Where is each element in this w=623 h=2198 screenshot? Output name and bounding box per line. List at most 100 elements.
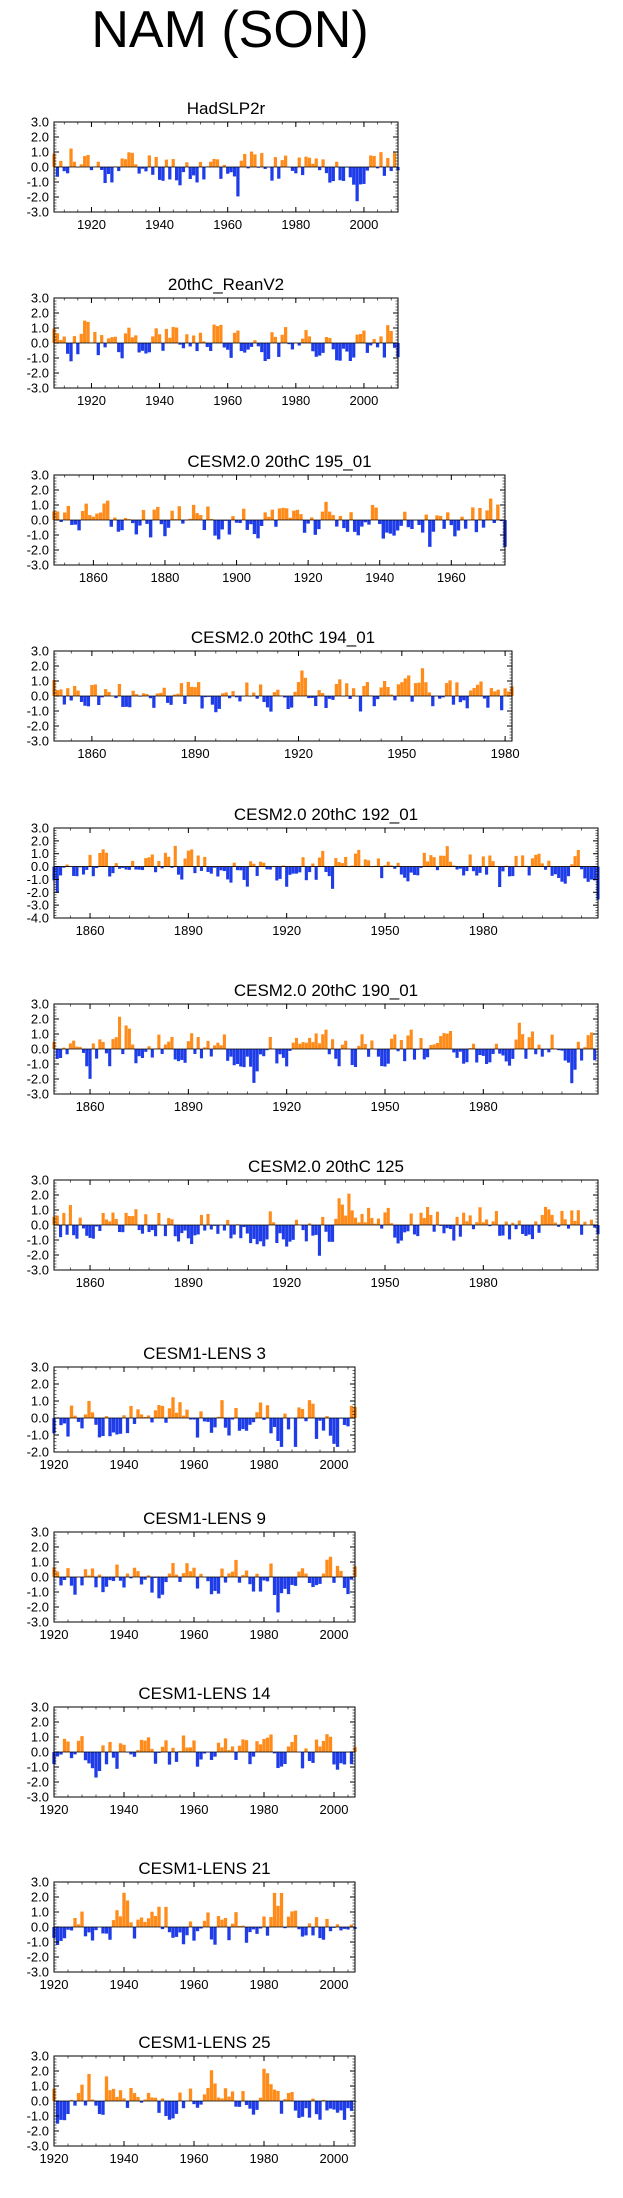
negative-anomaly-bar bbox=[196, 1225, 200, 1235]
negative-anomaly-bar bbox=[481, 520, 486, 528]
negative-anomaly-bar bbox=[265, 1927, 270, 1936]
negative-anomaly-bar bbox=[293, 1418, 298, 1447]
positive-anomaly-bar bbox=[276, 1905, 280, 1927]
positive-anomaly-bar bbox=[570, 1210, 574, 1225]
negative-anomaly-bar bbox=[392, 520, 396, 536]
positive-anomaly-bar bbox=[310, 517, 314, 520]
positive-anomaly-bar bbox=[139, 1414, 144, 1418]
positive-anomaly-bar bbox=[237, 1745, 242, 1752]
negative-anomaly-bar bbox=[209, 1418, 214, 1433]
negative-anomaly-bar bbox=[94, 1418, 98, 1425]
negative-anomaly-bar bbox=[331, 696, 335, 700]
positive-anomaly-bar bbox=[360, 1213, 364, 1225]
x-tick-label: 1940 bbox=[110, 1457, 139, 1472]
negative-anomaly-bar bbox=[458, 866, 462, 869]
x-tick-label: 1940 bbox=[110, 1977, 139, 1992]
positive-anomaly-bar bbox=[340, 1044, 344, 1049]
positive-anomaly-bar bbox=[115, 1910, 119, 1927]
positive-anomaly-bar bbox=[262, 862, 266, 867]
positive-anomaly-bar bbox=[83, 320, 87, 343]
negative-anomaly-bar bbox=[593, 866, 597, 881]
negative-anomaly-bar bbox=[256, 520, 260, 539]
positive-anomaly-bar bbox=[344, 1040, 348, 1049]
negative-anomaly-bar bbox=[308, 866, 312, 873]
positive-anomaly-bar bbox=[265, 1737, 270, 1752]
positive-anomaly-bar bbox=[118, 2090, 123, 2101]
positive-anomaly-bar bbox=[544, 1206, 548, 1225]
negative-anomaly-bar bbox=[100, 167, 104, 170]
negative-anomaly-bar bbox=[281, 1225, 285, 1240]
negative-anomaly-bar bbox=[222, 866, 226, 872]
negative-anomaly-bar bbox=[66, 167, 70, 174]
negative-anomaly-bar bbox=[222, 343, 226, 348]
negative-anomaly-bar bbox=[118, 1577, 123, 1581]
positive-anomaly-bar bbox=[160, 1405, 165, 1418]
y-tick-label: -3.0 bbox=[27, 2139, 49, 2154]
y-tick-label: 3.0 bbox=[31, 821, 49, 836]
negative-anomaly-bar bbox=[288, 1049, 292, 1051]
negative-anomaly-bar bbox=[241, 1418, 245, 1430]
negative-anomaly-bar bbox=[73, 520, 78, 525]
positive-anomaly-bar bbox=[62, 336, 66, 343]
negative-anomaly-bar bbox=[176, 1225, 181, 1242]
negative-anomaly-bar bbox=[209, 866, 213, 874]
positive-anomaly-bar bbox=[223, 1738, 228, 1752]
x-tick-label: 1960 bbox=[180, 1627, 209, 1642]
negative-anomaly-bar bbox=[151, 167, 155, 175]
positive-anomaly-bar bbox=[452, 865, 456, 867]
negative-anomaly-bar bbox=[465, 696, 469, 709]
y-tick-label: 3.0 bbox=[31, 291, 49, 306]
negative-anomaly-bar bbox=[255, 2101, 259, 2110]
negative-anomaly-bar bbox=[59, 866, 63, 876]
positive-anomaly-bar bbox=[239, 160, 243, 167]
negative-anomaly-bar bbox=[286, 1577, 291, 1595]
negative-anomaly-bar bbox=[557, 866, 561, 879]
negative-anomaly-bar bbox=[274, 520, 278, 527]
negative-anomaly-bar bbox=[327, 696, 332, 699]
positive-anomaly-bar bbox=[407, 675, 411, 696]
positive-anomaly-bar bbox=[321, 1216, 325, 1225]
chart-panel-1: HadSLP2r 3.02.01.00.0-1.0-2.0-3.0 1920 1940… bbox=[27, 99, 400, 232]
y-tick-label: 0.0 bbox=[31, 1042, 49, 1057]
y-tick-label: 3.0 bbox=[31, 1173, 49, 1188]
negative-anomaly-bar bbox=[159, 520, 164, 525]
negative-anomaly-bar bbox=[164, 2101, 168, 2116]
positive-anomaly-bar bbox=[220, 2098, 224, 2101]
positive-anomaly-bar bbox=[325, 1559, 329, 1577]
positive-anomaly-bar bbox=[293, 1734, 298, 1752]
negative-anomaly-bar bbox=[176, 1049, 181, 1062]
positive-anomaly-bar bbox=[249, 151, 254, 167]
negative-anomaly-bar bbox=[462, 1049, 466, 1064]
positive-anomaly-bar bbox=[188, 1571, 193, 1577]
positive-anomaly-bar bbox=[241, 1925, 245, 1927]
positive-anomaly-bar bbox=[144, 858, 148, 867]
negative-anomaly-bar bbox=[265, 696, 270, 708]
positive-anomaly-bar bbox=[445, 846, 449, 867]
positive-anomaly-bar bbox=[560, 1210, 564, 1225]
positive-anomaly-bar bbox=[496, 504, 500, 520]
positive-anomaly-bar bbox=[353, 853, 358, 867]
negative-anomaly-bar bbox=[442, 1225, 446, 1234]
y-tick-label: -3.0 bbox=[27, 1087, 49, 1102]
negative-anomaly-bar bbox=[255, 696, 259, 699]
negative-anomaly-bar bbox=[307, 1752, 312, 1761]
positive-anomaly-bar bbox=[154, 156, 158, 167]
chart-panel-9: CESM1-LENS 9 3.02.01.00.0-1.0-2.0-3.01920… bbox=[27, 1509, 357, 1642]
positive-anomaly-bar bbox=[301, 857, 305, 867]
y-tick-label: -1.0 bbox=[27, 1585, 49, 1600]
positive-anomaly-bar bbox=[223, 1918, 228, 1927]
negative-anomaly-bar bbox=[170, 866, 174, 868]
negative-anomaly-bar bbox=[69, 1927, 74, 1931]
x-tick-label: 1950 bbox=[371, 923, 400, 938]
negative-anomaly-bar bbox=[89, 167, 94, 171]
x-tick-label: 1960 bbox=[213, 393, 242, 408]
positive-anomaly-bar bbox=[76, 690, 80, 696]
negative-anomaly-bar bbox=[202, 1752, 207, 1754]
positive-anomaly-bar bbox=[147, 155, 151, 167]
positive-anomaly-bar bbox=[227, 2096, 231, 2101]
y-tick-label: -3.0 bbox=[27, 1965, 49, 1980]
negative-anomaly-bar bbox=[375, 167, 380, 169]
positive-anomaly-bar bbox=[268, 1211, 272, 1225]
negative-anomaly-bar bbox=[121, 866, 125, 868]
y-tick-label: -1.0 bbox=[27, 1760, 49, 1775]
